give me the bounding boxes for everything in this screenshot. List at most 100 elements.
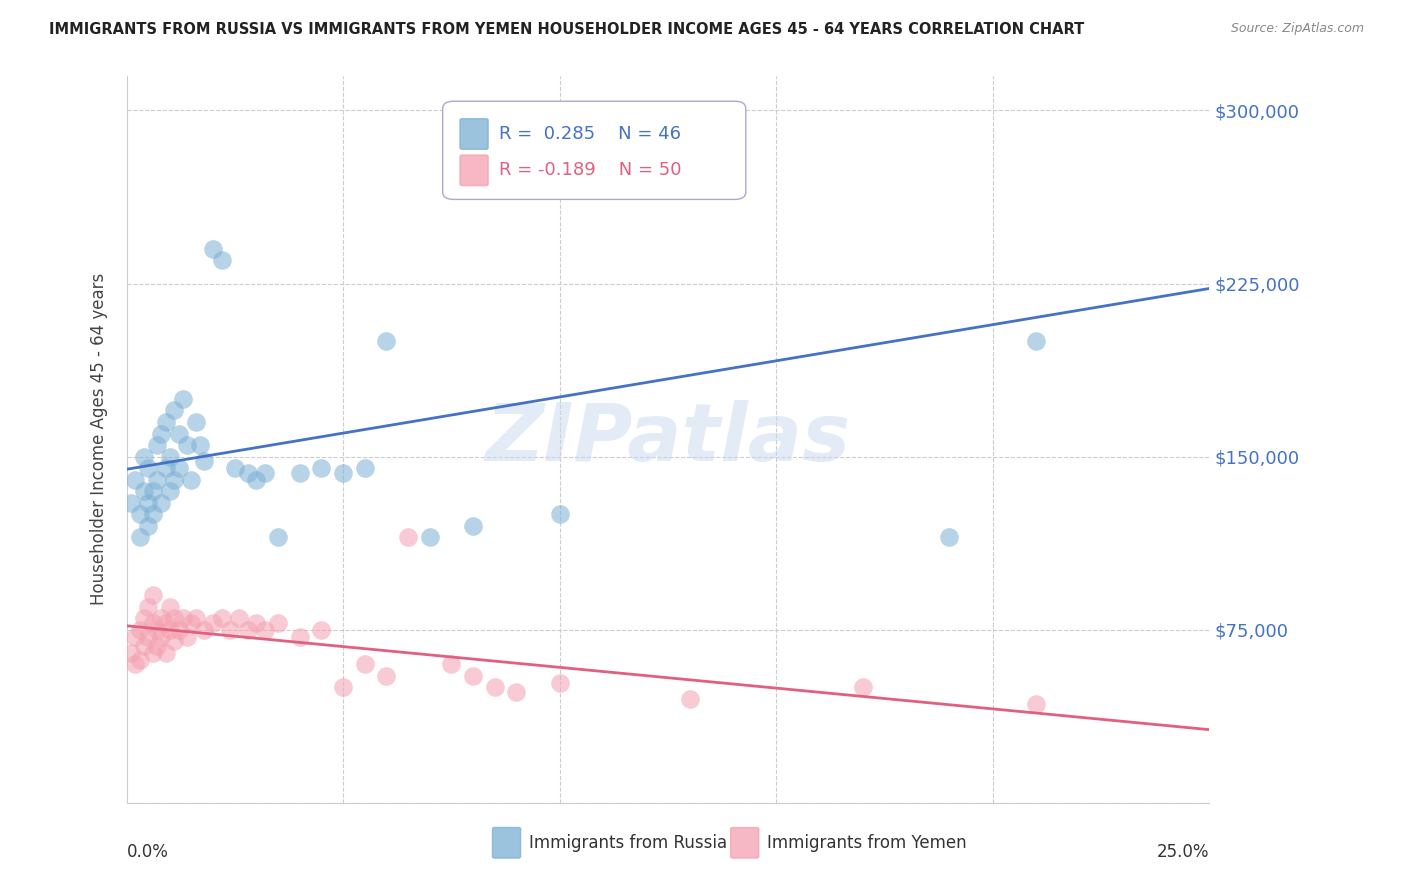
Point <box>332 681 354 695</box>
Point <box>236 623 259 637</box>
Point <box>505 685 527 699</box>
Point <box>254 623 277 637</box>
FancyBboxPatch shape <box>731 828 759 858</box>
Point <box>172 392 194 406</box>
Point <box>167 426 190 441</box>
Point <box>548 508 571 522</box>
Point <box>311 623 333 637</box>
Point <box>211 253 233 268</box>
Point <box>267 530 290 544</box>
Text: Source: ZipAtlas.com: Source: ZipAtlas.com <box>1230 22 1364 36</box>
Point <box>224 461 246 475</box>
Point <box>202 242 225 256</box>
Point <box>141 588 163 602</box>
Point <box>163 634 186 648</box>
Point <box>141 508 163 522</box>
Text: IMMIGRANTS FROM RUSSIA VS IMMIGRANTS FROM YEMEN HOUSEHOLDER INCOME AGES 45 - 64 : IMMIGRANTS FROM RUSSIA VS IMMIGRANTS FRO… <box>49 22 1084 37</box>
Point <box>146 623 169 637</box>
Point <box>1025 334 1047 349</box>
Point <box>167 623 190 637</box>
Point <box>150 611 173 625</box>
Point <box>132 450 155 464</box>
Point <box>155 646 177 660</box>
Point <box>159 599 181 614</box>
Point <box>172 611 194 625</box>
Point <box>678 172 700 186</box>
Point <box>150 426 173 441</box>
Point <box>176 630 198 644</box>
Point <box>155 461 177 475</box>
Point <box>193 454 215 468</box>
Point <box>136 519 159 533</box>
Point <box>180 615 202 630</box>
Point <box>461 669 484 683</box>
Point <box>419 530 441 544</box>
Point <box>288 466 311 480</box>
FancyBboxPatch shape <box>443 102 745 200</box>
Point <box>375 334 398 349</box>
Point <box>440 657 463 672</box>
Point <box>202 615 225 630</box>
Point <box>852 681 875 695</box>
Point <box>176 438 198 452</box>
Point <box>141 615 163 630</box>
Text: R = -0.189    N = 50: R = -0.189 N = 50 <box>499 161 682 179</box>
Point <box>155 615 177 630</box>
Point <box>219 623 242 637</box>
Point <box>193 623 215 637</box>
Point <box>180 473 202 487</box>
Point <box>124 473 146 487</box>
Point <box>128 653 150 667</box>
Point <box>548 675 571 690</box>
Point <box>132 639 155 653</box>
Point <box>159 484 181 499</box>
Point <box>254 466 277 480</box>
Point <box>245 615 267 630</box>
Text: Immigrants from Russia: Immigrants from Russia <box>529 834 727 852</box>
FancyBboxPatch shape <box>460 119 488 149</box>
FancyBboxPatch shape <box>492 828 520 858</box>
Point <box>124 657 146 672</box>
Text: 25.0%: 25.0% <box>1157 843 1209 861</box>
Point <box>128 530 150 544</box>
Point <box>184 611 207 625</box>
Point <box>141 484 163 499</box>
Point <box>461 519 484 533</box>
Point <box>128 623 150 637</box>
Point <box>311 461 333 475</box>
Point <box>132 484 155 499</box>
Point <box>167 461 190 475</box>
Text: ZIPatlas: ZIPatlas <box>485 401 851 478</box>
FancyBboxPatch shape <box>460 155 488 186</box>
Point <box>141 646 163 660</box>
Point <box>163 611 186 625</box>
Text: Immigrants from Yemen: Immigrants from Yemen <box>768 834 967 852</box>
Point <box>211 611 233 625</box>
Point <box>159 623 181 637</box>
Point <box>613 161 636 175</box>
Point <box>150 496 173 510</box>
Point <box>353 461 375 475</box>
Point <box>136 496 159 510</box>
Point <box>128 508 150 522</box>
Point <box>163 473 186 487</box>
Point <box>163 403 186 417</box>
Point <box>132 611 155 625</box>
Point <box>120 646 142 660</box>
Point <box>484 681 506 695</box>
Point <box>136 599 159 614</box>
Point <box>159 450 181 464</box>
Point <box>188 438 211 452</box>
Point <box>267 615 290 630</box>
Point <box>396 530 419 544</box>
Point <box>548 172 571 186</box>
Y-axis label: Householder Income Ages 45 - 64 years: Householder Income Ages 45 - 64 years <box>90 273 108 606</box>
Point <box>155 415 177 429</box>
Point <box>678 692 700 706</box>
Point <box>236 466 259 480</box>
Point <box>120 496 142 510</box>
Point <box>136 461 159 475</box>
Point <box>353 657 375 672</box>
Point <box>146 438 169 452</box>
Point <box>1025 697 1047 711</box>
